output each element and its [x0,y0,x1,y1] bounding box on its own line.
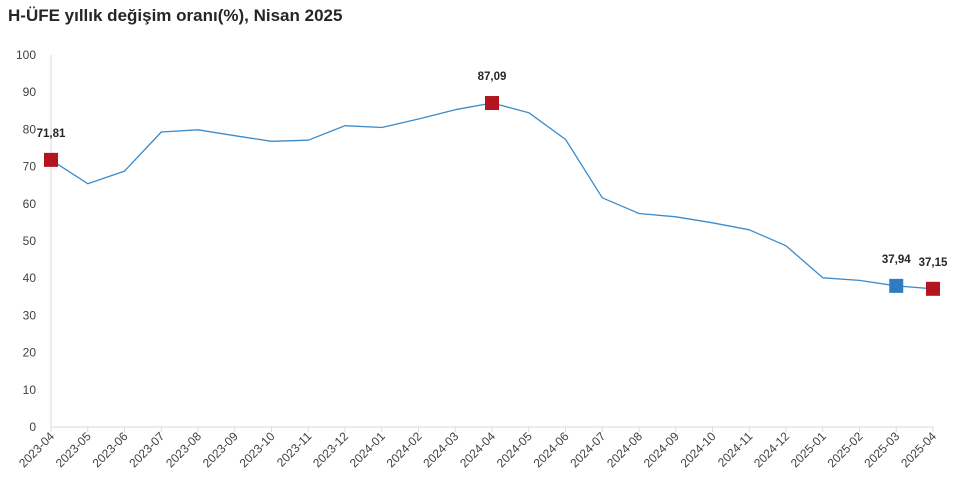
x-tick-label: 2024-07 [567,429,608,470]
y-tick-label: 70 [23,160,37,174]
data-label: 87,09 [478,71,507,83]
x-tick-label: 2024-02 [384,429,425,470]
y-tick-label: 50 [23,234,37,248]
x-tick-label: 2023-10 [237,429,278,470]
chart-title: H-ÜFE yıllık değişim oranı(%), Nisan 202… [8,6,343,25]
highlight-marker [889,278,904,293]
x-tick-label: 2024-11 [715,429,756,470]
y-axis-ticks: 0 10 20 30 40 50 60 70 80 90 100 [16,48,36,434]
data-label: 71,81 [37,128,66,140]
x-tick-label: 2025-03 [861,429,902,470]
x-tick-label: 2024-05 [494,429,535,470]
x-axis-ticks: 2023-042023-052023-062023-072023-082023-… [16,427,939,470]
x-tick-label: 2024-03 [420,429,461,470]
x-tick-label: 2024-01 [347,429,388,470]
x-tick-label: 2024-08 [604,429,645,470]
x-tick-label: 2023-06 [90,429,131,470]
x-tick-label: 2025-02 [825,429,866,470]
y-tick-label: 0 [29,420,36,434]
series-line [50,102,934,290]
y-tick-label: 80 [23,122,37,136]
x-tick-label: 2024-04 [457,429,498,470]
series-group [50,102,934,290]
y-tick-label: 20 [23,346,37,360]
data-label: 37,15 [919,257,948,269]
highlight-marker [44,152,58,167]
highlight-marker [926,281,940,296]
data-label: 37,94 [882,254,911,266]
x-tick-label: 2024-06 [531,429,572,470]
x-tick-label: 2023-07 [126,429,167,470]
x-tick-label: 2023-12 [310,429,351,470]
x-tick-label: 2023-11 [274,429,315,470]
x-tick-label: 2023-09 [200,429,241,470]
y-tick-label: 100 [16,48,36,62]
y-tick-label: 90 [23,85,37,99]
highlight-markers: 71,81 87,09 37,94 37,15 [37,71,948,296]
y-tick-label: 30 [23,308,37,322]
x-tick-label: 2023-04 [16,429,57,470]
x-tick-label: 2024-09 [641,429,682,470]
x-tick-label: 2023-08 [163,429,204,470]
x-tick-label: 2025-01 [788,429,829,470]
y-tick-label: 60 [23,197,37,211]
x-tick-label: 2023-05 [53,429,94,470]
x-tick-label: 2024-10 [678,429,719,470]
y-tick-label: 40 [23,271,37,285]
highlight-marker [485,96,499,111]
y-tick-label: 10 [23,383,37,397]
x-tick-label: 2024-12 [751,429,792,470]
x-tick-label: 2025-04 [898,429,939,470]
